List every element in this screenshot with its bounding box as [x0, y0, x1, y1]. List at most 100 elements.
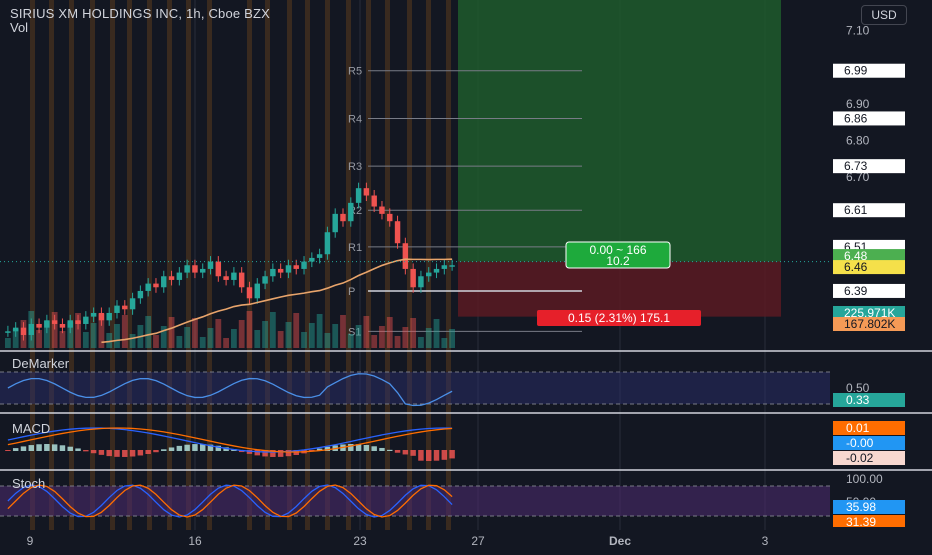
candle-body — [449, 265, 455, 267]
macd-histogram-bar — [425, 450, 432, 461]
volume-bar — [36, 330, 42, 348]
volume-bar — [176, 336, 183, 348]
volume-bar — [75, 313, 81, 348]
macd-histogram-bar — [199, 444, 206, 451]
candle-body — [246, 287, 253, 299]
stoch-value-box — [833, 500, 905, 514]
price-label-box — [833, 63, 905, 78]
macd-histogram-bar — [449, 450, 455, 459]
price-label-text: 6.46 — [844, 260, 868, 274]
macd-histogram-bar — [176, 445, 183, 451]
candle-body — [168, 276, 175, 280]
session-band — [69, 0, 74, 550]
macd-histogram-bar — [28, 445, 35, 451]
volume-bar — [394, 336, 401, 348]
candle-body — [44, 320, 50, 328]
price-label-text: 6.61 — [844, 203, 868, 217]
candle-body — [83, 316, 89, 324]
volume-bar — [340, 315, 346, 348]
macd-histogram-bar — [277, 450, 284, 457]
session-band — [90, 0, 95, 550]
macd-value-box — [833, 436, 905, 450]
macd-histogram-bar — [246, 450, 253, 454]
volume-bar — [347, 334, 354, 348]
candle-body — [5, 331, 11, 333]
moving-average-line — [101, 258, 453, 344]
macd-histogram-bar — [348, 444, 354, 451]
candle-body — [59, 323, 66, 328]
price-label-box — [833, 260, 905, 275]
volume-bar — [363, 316, 370, 348]
macd-histogram-bar — [207, 444, 214, 451]
candle-body — [363, 188, 370, 196]
volume-bar — [293, 313, 300, 348]
demarker-title: DeMarker — [12, 356, 70, 371]
macd-histogram-bar — [12, 448, 19, 451]
stoch-tick: 100.00 — [846, 472, 883, 486]
session-band — [325, 0, 330, 550]
currency-selector[interactable]: USD — [861, 5, 907, 25]
macd-histogram-bar — [98, 450, 105, 455]
price-label-text: 6.73 — [844, 159, 868, 173]
volume-bar — [418, 337, 424, 348]
macd-histogram-bar — [379, 447, 385, 451]
candle-body — [355, 188, 362, 203]
price-axis-bg — [831, 0, 932, 550]
candle-body — [28, 323, 35, 335]
session-band — [147, 0, 152, 550]
session-band — [186, 0, 191, 550]
time-tick-23: 23 — [353, 534, 367, 548]
candle-body — [418, 276, 424, 288]
macd-histogram-bar — [215, 445, 222, 451]
candle-body — [371, 195, 377, 207]
session-band — [305, 0, 310, 550]
session-band — [207, 0, 212, 550]
volume-bar — [160, 326, 167, 348]
volume-bar — [98, 314, 105, 348]
candle-body — [122, 305, 128, 310]
price-label-box — [833, 159, 905, 174]
session-band — [49, 0, 54, 550]
macd-value: -0.02 — [846, 451, 874, 465]
volume-bar — [324, 333, 331, 348]
macd-signal-line — [7, 427, 453, 453]
stoch-d-line — [7, 484, 453, 518]
session-band — [110, 0, 115, 550]
volume-bar — [238, 320, 245, 348]
time-axis-bg — [0, 530, 932, 550]
volume-bar — [223, 338, 229, 348]
time-tick-9: 9 — [27, 534, 34, 548]
volume-bar — [121, 315, 128, 348]
volume-bar — [43, 321, 50, 348]
volume-bar — [12, 329, 19, 348]
price-label-text: 225.971K — [844, 306, 895, 320]
session-band — [127, 0, 132, 550]
candle-body — [425, 272, 432, 277]
stoch-value-box — [833, 515, 905, 527]
macd-histogram-bar — [90, 450, 97, 454]
pivot-label-R3: R3 — [348, 161, 362, 173]
volume-bar — [379, 326, 385, 348]
volume-bar — [277, 331, 284, 348]
candle-body — [184, 265, 190, 273]
candle-body — [402, 243, 409, 269]
volume-bar — [269, 312, 276, 348]
candle-body — [137, 290, 144, 299]
price-label-box — [833, 249, 905, 264]
volume-bar — [153, 335, 159, 348]
stoch-value: 31.39 — [846, 515, 876, 529]
price-label-text: 6.86 — [844, 111, 868, 125]
volume-bar — [246, 311, 253, 348]
volume-bar — [410, 318, 417, 348]
symbol-title: SIRIUS XM HOLDINGS INC, 1h, Cboe BZX — [10, 6, 271, 21]
candle-body — [176, 272, 183, 280]
candle-body — [441, 265, 448, 269]
price-label-text: 6.48 — [844, 249, 868, 263]
macd-histogram-bar — [371, 446, 377, 451]
price-label-box — [833, 317, 905, 331]
candle-body — [207, 261, 214, 269]
candle-body — [12, 327, 19, 332]
candle-body — [67, 320, 73, 328]
